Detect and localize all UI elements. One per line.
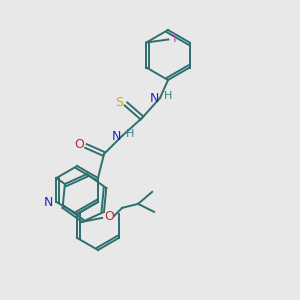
Text: I: I (172, 32, 176, 45)
Text: N: N (44, 196, 53, 208)
Text: O: O (74, 137, 84, 151)
Text: O: O (104, 210, 114, 224)
Text: N: N (149, 92, 159, 106)
Text: S: S (115, 95, 123, 109)
Text: H: H (164, 91, 172, 101)
Text: N: N (111, 130, 121, 143)
Text: H: H (126, 129, 134, 139)
